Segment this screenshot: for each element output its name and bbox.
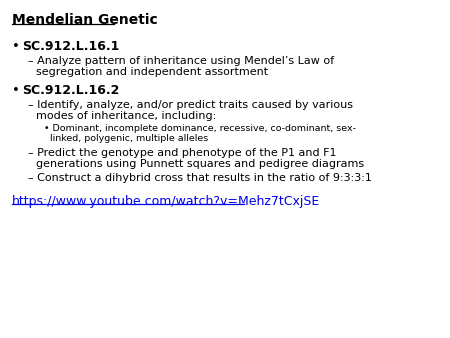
Text: • Dominant, incomplete dominance, recessive, co-dominant, sex-: • Dominant, incomplete dominance, recess… xyxy=(44,124,356,133)
Text: https://www.youtube.com/watch?v=Mehz7tCxjSE: https://www.youtube.com/watch?v=Mehz7tCx… xyxy=(12,195,320,208)
Text: segregation and independent assortment: segregation and independent assortment xyxy=(36,67,268,77)
Text: – Analyze pattern of inheritance using Mendel’s Law of: – Analyze pattern of inheritance using M… xyxy=(28,56,334,66)
Text: •: • xyxy=(12,84,20,97)
Text: SC.912.L.16.2: SC.912.L.16.2 xyxy=(22,84,119,97)
Text: linked, polygenic, multiple alleles: linked, polygenic, multiple alleles xyxy=(50,134,208,143)
Text: •: • xyxy=(12,40,20,53)
Text: modes of inheritance, including:: modes of inheritance, including: xyxy=(36,111,216,121)
Text: – Construct a dihybrid cross that results in the ratio of 9:3:3:1: – Construct a dihybrid cross that result… xyxy=(28,173,372,183)
Text: SC.912.L.16.1: SC.912.L.16.1 xyxy=(22,40,119,53)
Text: – Predict the genotype and phenotype of the P1 and F1: – Predict the genotype and phenotype of … xyxy=(28,148,337,158)
Text: – Identify, analyze, and/or predict traits caused by various: – Identify, analyze, and/or predict trai… xyxy=(28,100,353,110)
Text: generations using Punnett squares and pedigree diagrams: generations using Punnett squares and pe… xyxy=(36,159,364,169)
Text: Mendelian Genetic: Mendelian Genetic xyxy=(12,13,158,27)
